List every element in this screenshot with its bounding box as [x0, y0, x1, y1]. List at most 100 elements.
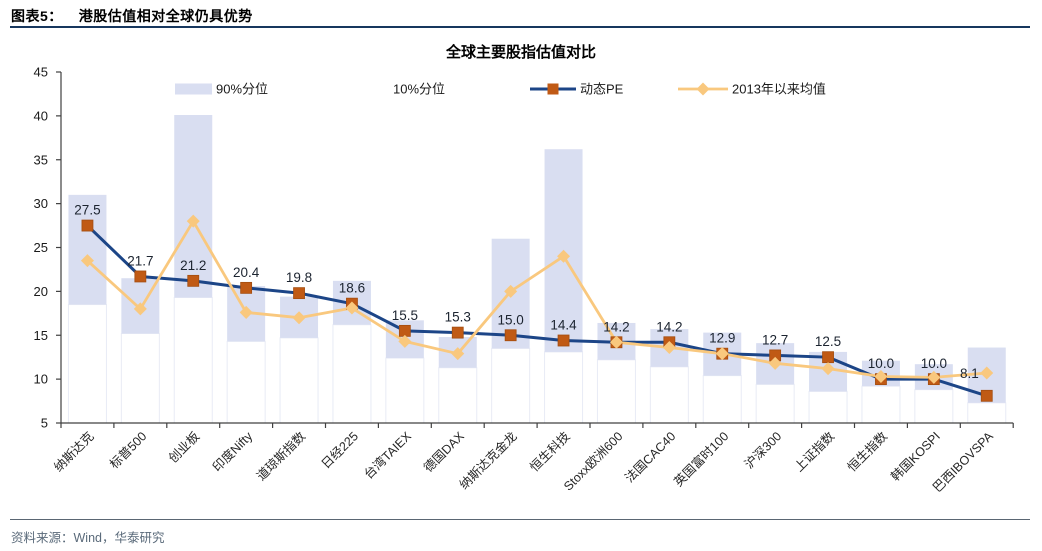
dynamic-pe-line [86, 224, 988, 398]
mean-marker [186, 214, 200, 228]
x-category-label: 台湾TAIEX [361, 428, 415, 482]
y-tick-label: 10 [34, 372, 48, 387]
y-tick-label: 45 [34, 65, 48, 80]
pe-value-label: 12.9 [709, 331, 735, 346]
mean-since-2013-line [86, 219, 987, 379]
pe-marker [557, 334, 570, 347]
source-note: 资料来源：Wind，华泰研究 [11, 531, 165, 545]
legend-label-10pct: 10%分位 [393, 82, 445, 97]
percentile-range-bar [68, 194, 107, 305]
mean-marker [821, 362, 835, 376]
mean-marker [239, 305, 253, 319]
legend-swatch-90pct [175, 83, 212, 95]
figure-number: 图表5： [11, 8, 63, 24]
pe-marker [822, 351, 834, 364]
x-category-label: 标普500 [107, 429, 149, 471]
pe-value-label: 12.7 [762, 332, 788, 347]
pe-value-label: 19.8 [286, 270, 312, 285]
p10-base-bar [861, 385, 901, 424]
x-category-label: 恒生科技 [527, 429, 573, 475]
x-category-label: 恒生指数 [844, 428, 890, 474]
pe-value-label: 14.2 [656, 319, 682, 334]
pe-value-label: 8.1 [960, 366, 979, 381]
x-category-label: 韩国KOSPI [888, 429, 943, 484]
chart-title: 全球主要股指估值对比 [445, 44, 596, 61]
mean-marker [292, 311, 306, 325]
y-tick-label: 15 [34, 328, 48, 343]
figure-header: 图表5： 港股估值相对全球仍具优势 [11, 6, 253, 26]
x-category-label: 创业板 [166, 429, 203, 466]
p10-base-bar [491, 347, 531, 424]
p10-base-bar [702, 375, 742, 424]
mean-marker [927, 370, 941, 384]
figure-header-title: 港股估值相对全球仍具优势 [78, 8, 253, 24]
pe-value-label: 15.3 [445, 310, 471, 325]
pe-marker [980, 389, 993, 402]
pe-value-label: 20.4 [233, 265, 260, 280]
x-category-label: 英国富时100 [671, 428, 732, 489]
p10-base-bar [173, 297, 213, 424]
p10-base-bar [438, 367, 478, 424]
x-category-label: 印度Nifty [209, 428, 255, 474]
x-category-label: 日经225 [319, 429, 361, 471]
x-category-label: 道琼斯指数 [253, 428, 308, 483]
p10-base-bar [226, 340, 266, 424]
x-category-label: 德国DAX [420, 428, 467, 475]
pe-marker [187, 274, 200, 287]
header-divider [10, 26, 1030, 28]
pe-marker [451, 326, 464, 339]
pe-value-label: 14.2 [603, 319, 629, 334]
p10-base-bar [544, 351, 584, 424]
mean-marker [345, 301, 359, 315]
pe-value-label: 21.7 [127, 253, 153, 268]
mean-marker [557, 249, 571, 263]
mean-marker [398, 334, 412, 348]
pe-value-label: 10.0 [921, 356, 947, 371]
pe-value-label: 18.6 [339, 281, 365, 296]
pe-marker [81, 219, 94, 232]
p10-base-bar [332, 324, 372, 424]
pe-value-label: 14.4 [550, 318, 577, 333]
pe-marker [398, 324, 411, 337]
mean-marker [715, 347, 729, 361]
y-tick-label: 40 [34, 108, 48, 123]
p10-base-bar [67, 304, 107, 424]
pe-value-label: 12.5 [815, 334, 841, 349]
legend-label-mean: 2013年以来均值 [732, 82, 826, 97]
footer-divider [10, 519, 1030, 520]
legend-marker-pe [547, 83, 559, 95]
y-tick-label: 35 [34, 152, 48, 167]
pe-marker [504, 329, 517, 342]
legend-label-90pct: 90%分位 [216, 82, 268, 97]
pe-value-label: 21.2 [180, 258, 206, 273]
y-tick-label: 25 [34, 240, 48, 255]
pe-value-label: 15.0 [498, 312, 524, 327]
mean-marker [504, 284, 518, 298]
pe-marker [134, 270, 147, 283]
p10-base-bar [914, 389, 954, 424]
x-category-label: 沪深300 [742, 429, 784, 471]
p10-base-bar [755, 383, 795, 424]
legend-swatch-10pct [352, 83, 389, 95]
y-tick-label: 30 [34, 196, 48, 211]
p10-base-bar [808, 390, 848, 424]
pe-value-label: 15.5 [392, 308, 418, 323]
p10-base-bar [967, 402, 1007, 424]
percentile-range-bar [174, 114, 213, 298]
pe-value-label: 27.5 [74, 203, 100, 218]
p10-base-bar [596, 359, 636, 424]
x-category-label: 上证指数 [791, 428, 837, 474]
mean-marker [80, 254, 94, 268]
mean-marker [874, 369, 888, 383]
x-category-label: 法国CAC40 [622, 429, 678, 485]
p10-base-bar [120, 332, 160, 424]
p10-base-bar [279, 337, 319, 424]
p10-base-bar [649, 366, 689, 424]
p10-base-bar [385, 357, 425, 424]
pe-marker [293, 287, 305, 300]
mean-marker [662, 341, 676, 355]
pe-marker [240, 281, 253, 294]
pe-value-label: 10.0 [868, 356, 894, 371]
